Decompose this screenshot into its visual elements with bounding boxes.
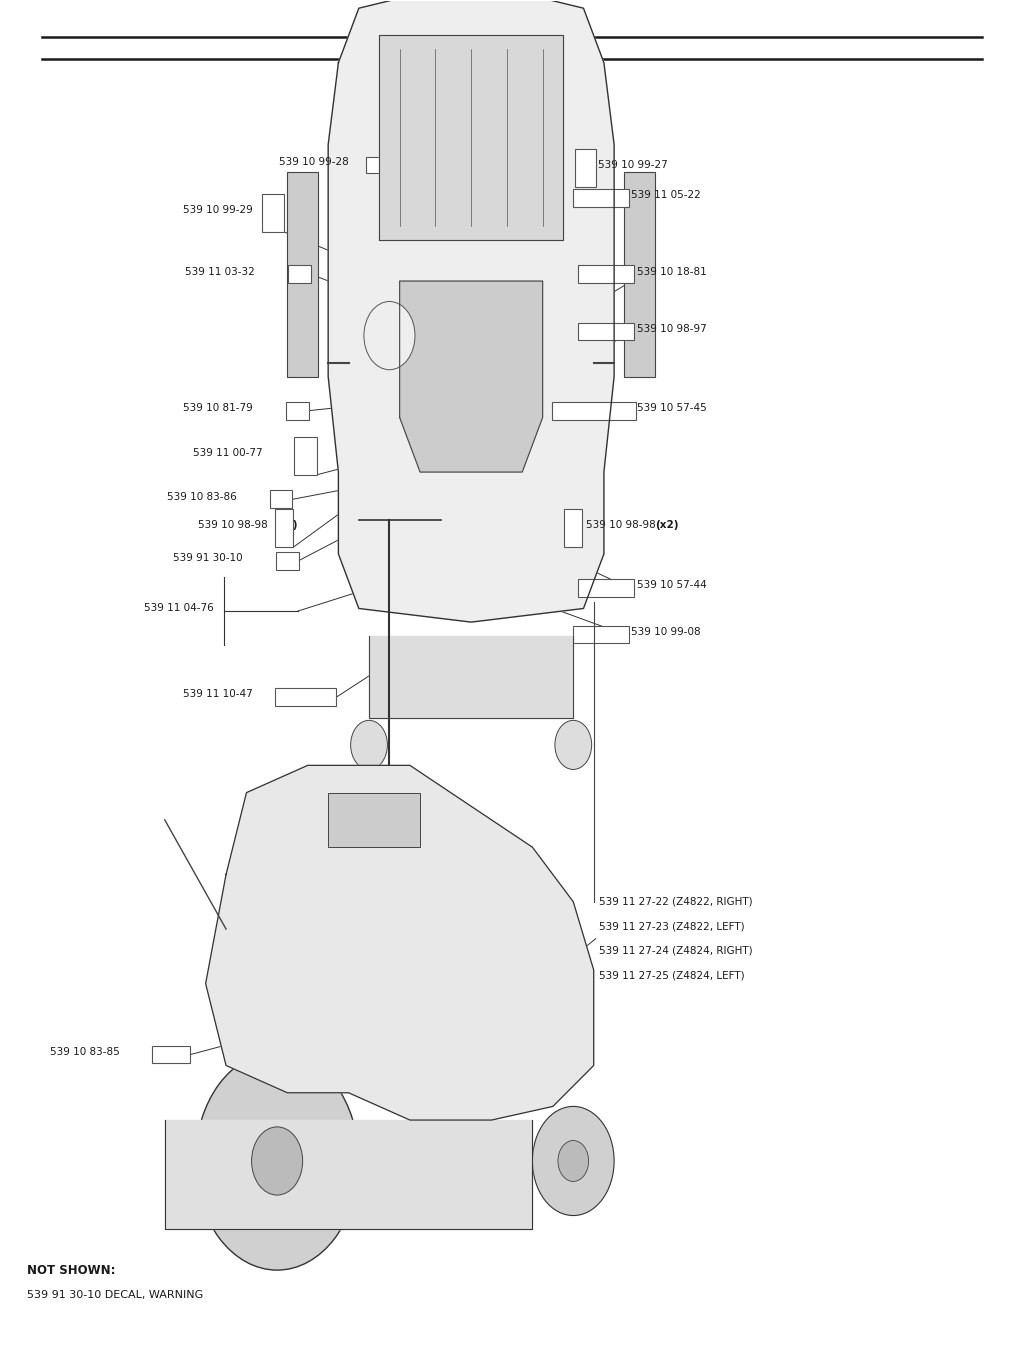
Bar bbox=[295, 436, 317, 474]
Circle shape bbox=[558, 1140, 589, 1181]
Polygon shape bbox=[206, 766, 594, 1120]
Text: 539 11 27-24 (Z4824, RIGHT): 539 11 27-24 (Z4824, RIGHT) bbox=[599, 946, 753, 956]
Text: 539 11 04-76: 539 11 04-76 bbox=[144, 603, 214, 614]
Bar bbox=[276, 552, 299, 570]
Text: 539 10 81-79: 539 10 81-79 bbox=[183, 403, 253, 413]
Polygon shape bbox=[328, 793, 420, 848]
Text: 539 10 18-81: 539 10 18-81 bbox=[637, 267, 707, 276]
Circle shape bbox=[350, 720, 387, 770]
Polygon shape bbox=[379, 36, 563, 241]
Circle shape bbox=[252, 1126, 303, 1195]
Polygon shape bbox=[328, 0, 614, 622]
Bar bbox=[289, 265, 311, 283]
Bar bbox=[275, 688, 336, 705]
Text: 539 11 03-32: 539 11 03-32 bbox=[185, 267, 255, 276]
Text: DECALS: DECALS bbox=[445, 33, 579, 63]
Text: 539 10 99-29: 539 10 99-29 bbox=[183, 205, 253, 215]
Text: 539 10 57-44: 539 10 57-44 bbox=[637, 580, 707, 591]
Bar bbox=[575, 149, 596, 187]
Text: 539 10 99-27: 539 10 99-27 bbox=[598, 160, 668, 170]
Text: 539 11 05-22: 539 11 05-22 bbox=[632, 190, 701, 200]
Circle shape bbox=[364, 302, 415, 369]
Bar bbox=[564, 509, 583, 547]
Circle shape bbox=[196, 1051, 358, 1270]
Polygon shape bbox=[369, 636, 573, 718]
Polygon shape bbox=[288, 172, 318, 376]
Text: 539 11 27-25 (Z4824, LEFT): 539 11 27-25 (Z4824, LEFT) bbox=[599, 971, 744, 980]
Bar bbox=[262, 194, 285, 232]
Text: 539 11 27-23 (Z4822, LEFT): 539 11 27-23 (Z4822, LEFT) bbox=[599, 921, 744, 931]
Text: 539 10 99-28: 539 10 99-28 bbox=[279, 157, 348, 167]
Bar bbox=[552, 402, 636, 420]
Bar bbox=[275, 509, 294, 547]
Text: (x2): (x2) bbox=[655, 521, 679, 530]
Text: 539 10 98-98: 539 10 98-98 bbox=[199, 521, 271, 530]
Bar bbox=[578, 265, 634, 283]
Polygon shape bbox=[625, 172, 655, 376]
Text: 539 10 83-86: 539 10 83-86 bbox=[167, 492, 237, 502]
Bar bbox=[152, 1046, 190, 1064]
Text: 539 11 27-22 (Z4822, RIGHT): 539 11 27-22 (Z4822, RIGHT) bbox=[599, 897, 753, 906]
Text: 539 91 30-10: 539 91 30-10 bbox=[173, 554, 243, 563]
Polygon shape bbox=[165, 1120, 532, 1229]
Bar bbox=[578, 580, 634, 597]
Text: (x2): (x2) bbox=[274, 521, 298, 530]
Text: NOT SHOWN:: NOT SHOWN: bbox=[27, 1263, 116, 1277]
Text: 539 10 98-97: 539 10 98-97 bbox=[637, 324, 707, 334]
Circle shape bbox=[555, 720, 592, 770]
Bar bbox=[572, 626, 629, 644]
Bar bbox=[572, 189, 629, 206]
Text: 539 10 98-98: 539 10 98-98 bbox=[586, 521, 658, 530]
Bar bbox=[287, 402, 309, 420]
Text: 539 91 30-10 DECAL, WARNING: 539 91 30-10 DECAL, WARNING bbox=[27, 1289, 203, 1300]
Bar bbox=[366, 157, 427, 174]
Text: 539 10 83-85: 539 10 83-85 bbox=[50, 1047, 120, 1057]
Text: 539 10 57-45: 539 10 57-45 bbox=[637, 403, 707, 413]
Bar bbox=[578, 323, 634, 340]
Text: 539 11 10-47: 539 11 10-47 bbox=[183, 689, 253, 700]
Text: 539 10 99-08: 539 10 99-08 bbox=[632, 626, 701, 637]
Bar bbox=[270, 491, 293, 509]
Circle shape bbox=[532, 1106, 614, 1215]
Polygon shape bbox=[399, 282, 543, 472]
Text: 539 11 00-77: 539 11 00-77 bbox=[194, 448, 263, 458]
